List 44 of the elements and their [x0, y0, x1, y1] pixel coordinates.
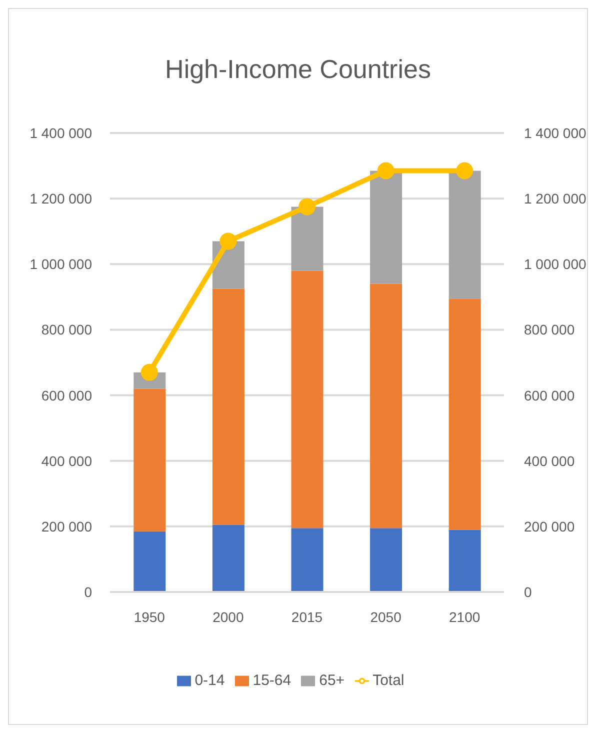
y-tick-label: 1 000 000	[30, 256, 92, 272]
bar	[448, 170, 481, 299]
point	[456, 162, 474, 180]
x-tick-label: 2000	[212, 608, 244, 625]
bar	[212, 524, 244, 592]
bar	[291, 270, 324, 528]
y-tick-label: 200 000	[41, 518, 92, 534]
legend-label: 65+	[319, 672, 345, 689]
y-tick-label: 400 000	[41, 452, 92, 469]
bar	[291, 528, 324, 592]
legend-label: 15-64	[252, 672, 292, 689]
x-tick-label: 2050	[370, 608, 402, 625]
legend-label: Total	[372, 672, 404, 689]
bar	[134, 388, 166, 532]
y-tick-label: 800 000	[41, 322, 92, 338]
y-tick-label: 1 400 000	[30, 124, 92, 141]
y2-tick-label: 1 000 000	[524, 256, 586, 272]
bar	[134, 531, 166, 592]
bar	[448, 530, 481, 592]
point	[377, 162, 394, 180]
bar	[370, 528, 402, 592]
y-tick-label: 1 200 000	[30, 190, 92, 207]
legend-label: 0-14	[194, 672, 225, 689]
x-tick-label: 2015	[291, 608, 323, 625]
bar	[448, 298, 481, 530]
bar	[370, 284, 402, 528]
point	[220, 232, 237, 250]
x-tick-label: 1950	[134, 608, 166, 625]
y2-tick-label: 800 000	[524, 322, 575, 338]
y2-tick-label: 400 000	[524, 452, 575, 469]
y-tick-label: 0	[84, 584, 92, 600]
bar	[370, 170, 402, 284]
y2-tick-label: 200 000	[524, 518, 575, 534]
y2-tick-label: 1 400 000	[524, 124, 586, 141]
chart-title: High-Income Countries	[164, 53, 432, 86]
y-tick-label: 600 000	[41, 387, 92, 404]
y2-tick-label: 1 200 000	[524, 190, 586, 207]
point	[140, 364, 158, 381]
bar	[291, 206, 324, 271]
bar	[212, 288, 244, 525]
point	[298, 198, 316, 216]
y2-tick-label: 0	[524, 584, 532, 600]
x-tick-label: 2100	[449, 608, 480, 625]
y2-tick-label: 600 000	[524, 387, 575, 404]
